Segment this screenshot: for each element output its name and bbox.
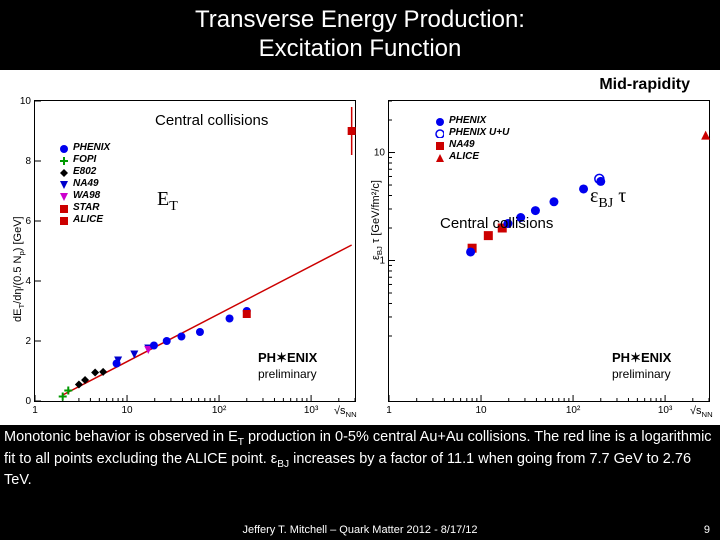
- caption: Monotonic behavior is observed in ET pro…: [4, 428, 716, 491]
- right-legend: PHENIXPHENIX U+UNA49ALICE: [434, 115, 509, 163]
- svg-text:10: 10: [20, 96, 32, 107]
- title-line-1: Transverse Energy Production:: [0, 6, 720, 35]
- legend-item: ALICE: [58, 214, 110, 225]
- right-formula: εBJ τ: [590, 185, 626, 212]
- svg-text:10: 10: [374, 148, 386, 159]
- svg-text:10³: 10³: [658, 405, 673, 416]
- svg-text:10: 10: [121, 405, 133, 416]
- svg-text:1: 1: [386, 405, 392, 416]
- svg-text:1: 1: [32, 405, 38, 416]
- svg-text:10: 10: [475, 405, 487, 416]
- left-ylabel: dET/dη/(0.5 Np) [GeV]: [12, 216, 26, 322]
- left-phenix-prelim: PH✶ENIXpreliminary: [258, 350, 317, 381]
- title-line-2: Excitation Function: [0, 35, 720, 64]
- mid-rapidity-label: Mid-rapidity: [599, 76, 690, 94]
- plots-area: Mid-rapidity 1 10 10² 10³ 0 2 4 6 8 10 dET/dη/(0.…: [0, 70, 720, 425]
- footer: Jeffery T. Mitchell – Quark Matter 2012 …: [0, 524, 720, 536]
- svg-text:2: 2: [25, 336, 31, 347]
- svg-text:0: 0: [25, 396, 31, 407]
- page-number: 9: [704, 524, 710, 536]
- svg-text:4: 4: [25, 276, 31, 287]
- legend-item: WA98: [58, 190, 110, 201]
- right-annotation: Central collisions: [440, 215, 553, 232]
- legend-item: E802: [58, 166, 110, 177]
- legend-item: PHENIX: [58, 142, 110, 153]
- left-xlabel: √sNN: [334, 405, 357, 419]
- legend-item: ALICE: [434, 151, 509, 162]
- svg-text:10²: 10²: [212, 405, 227, 416]
- right-ylabel: εBJ τ [GeV/fm²/c]: [370, 180, 384, 260]
- svg-text:10²: 10²: [566, 405, 581, 416]
- legend-item: STAR: [58, 202, 110, 213]
- right-xlabel: √sNN: [690, 405, 713, 419]
- title-block: Transverse Energy Production: Excitation…: [0, 0, 720, 68]
- left-formula: ET: [157, 188, 178, 215]
- left-legend: PHENIXFOPIE802NA49WA98STARALICE: [58, 142, 110, 226]
- footer-text: Jeffery T. Mitchell – Quark Matter 2012 …: [0, 524, 720, 536]
- legend-item: NA49: [58, 178, 110, 189]
- right-phenix-prelim: PH✶ENIXpreliminary: [612, 350, 671, 381]
- legend-item: NA49: [434, 139, 509, 150]
- legend-item: PHENIX: [434, 115, 509, 126]
- svg-text:8: 8: [25, 156, 31, 167]
- svg-text:6: 6: [25, 216, 31, 227]
- svg-text:10³: 10³: [304, 405, 319, 416]
- left-annotation: Central collisions: [155, 112, 268, 129]
- legend-item: FOPI: [58, 154, 110, 165]
- legend-item: PHENIX U+U: [434, 127, 509, 138]
